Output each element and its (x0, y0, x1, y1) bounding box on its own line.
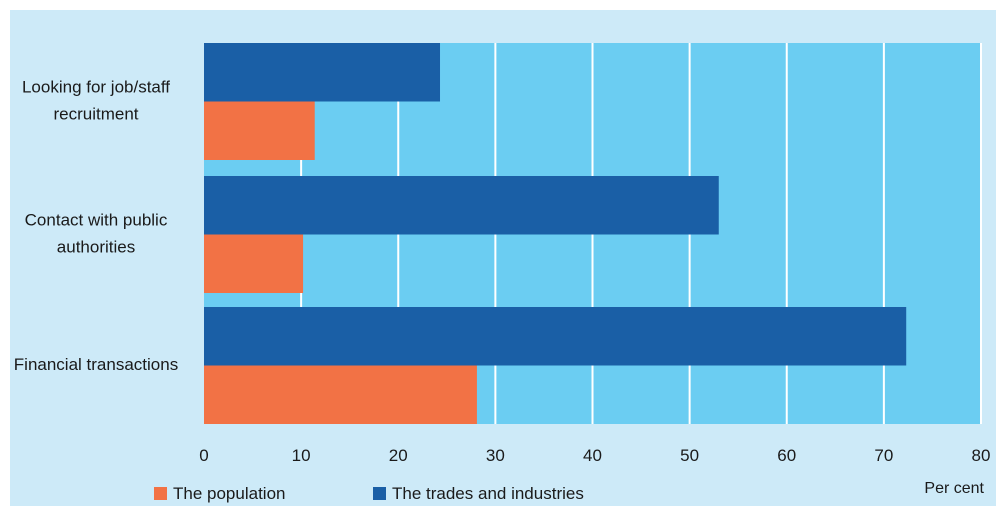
x-tick-label: 20 (389, 446, 408, 465)
x-tick-label: 40 (583, 446, 602, 465)
category-label: Looking for job/staff (22, 77, 170, 96)
bar-population (204, 365, 477, 424)
legend-label-trades-and-industries: The trades and industries (392, 484, 584, 503)
bar-trades-and-industries (204, 176, 719, 235)
bar-population (204, 101, 315, 160)
chart-container: Looking for job/staff recruitment Contact … (10, 10, 996, 506)
x-tick-label: 50 (680, 446, 699, 465)
x-axis-label: Per cent (924, 480, 984, 497)
x-tick-label: 70 (874, 446, 893, 465)
bar-trades-and-industries (204, 43, 441, 102)
x-tick-label: 80 (972, 446, 991, 465)
category-label: Contact with public (25, 210, 168, 229)
x-tick-label: 30 (486, 446, 505, 465)
category-label: Financial transactions (14, 355, 178, 374)
category-label: authorities (57, 237, 135, 256)
x-tick-label: 0 (199, 446, 208, 465)
bar-trades-and-industries (204, 307, 907, 366)
legend-swatch-trades-and-industries (373, 487, 386, 500)
x-tick-label: 10 (292, 446, 311, 465)
legend-swatch-population (154, 487, 167, 500)
x-tick-label: 60 (777, 446, 796, 465)
bar-population (204, 234, 304, 293)
category-label: recruitment (53, 104, 138, 123)
bar-chart: Looking for job/staff recruitment Contact … (10, 10, 996, 506)
legend-label-population: The population (173, 484, 285, 503)
